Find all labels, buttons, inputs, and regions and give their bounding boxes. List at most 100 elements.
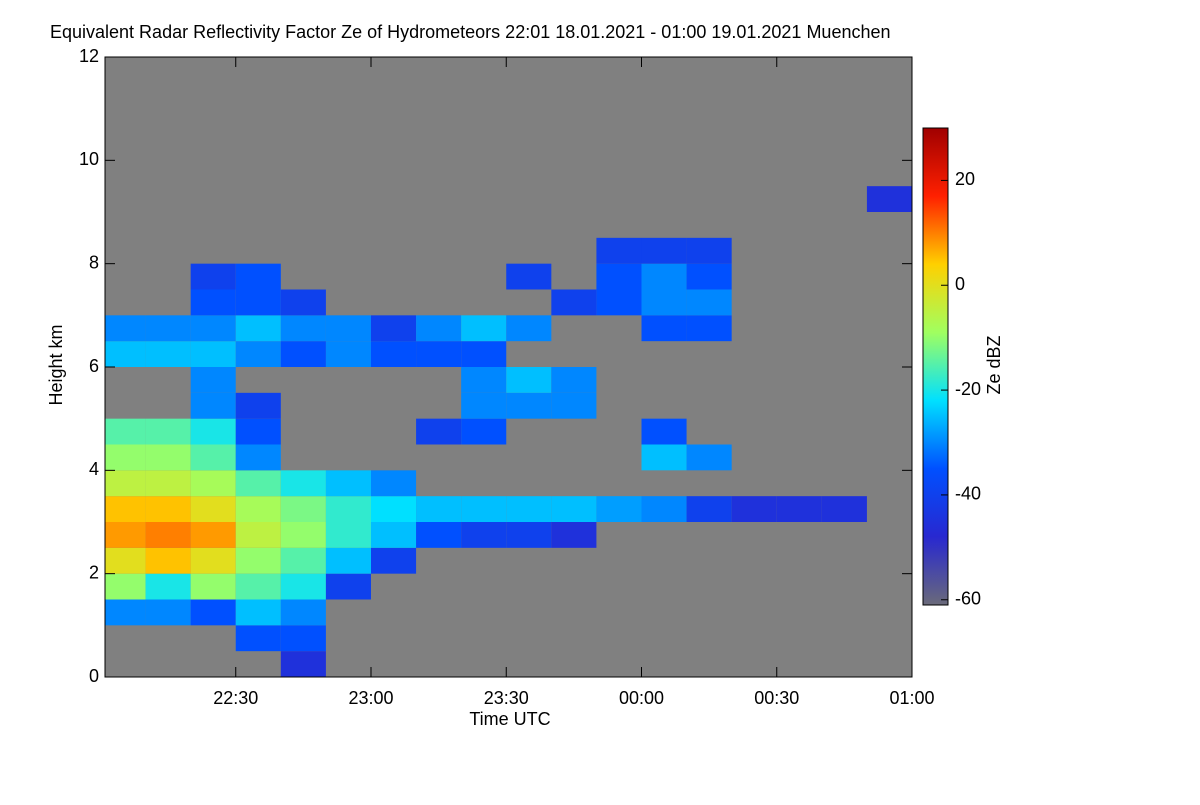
colorbar-tick-label: 20	[955, 169, 975, 189]
heatmap-cell	[461, 315, 507, 342]
x-tick-label: 00:00	[619, 688, 664, 708]
heatmap-cell	[641, 418, 687, 445]
heatmap-cell	[145, 496, 191, 522]
heatmap-cell	[235, 263, 281, 290]
y-tick-label: 2	[89, 562, 99, 582]
heatmap-cell	[551, 392, 597, 419]
heatmap-cell	[105, 496, 146, 522]
heatmap-cell	[145, 599, 191, 626]
heatmap-cell	[506, 263, 552, 290]
heatmap-cell	[641, 315, 687, 342]
y-tick-label: 10	[79, 149, 99, 169]
heatmap-cell	[145, 341, 191, 367]
heatmap-cell	[506, 522, 552, 548]
x-tick-label: 01:00	[889, 688, 934, 708]
heatmap-cell	[866, 186, 912, 212]
heatmap-cell	[235, 470, 281, 497]
heatmap-cell	[641, 289, 687, 316]
x-axis-label: Time UTC	[469, 709, 550, 729]
heatmap-cell	[641, 444, 687, 471]
heatmap-cell	[235, 547, 281, 574]
heatmap-cell	[461, 496, 507, 522]
heatmap-cell	[145, 470, 191, 497]
heatmap-cell	[416, 522, 462, 548]
heatmap-cell	[280, 496, 326, 522]
colorbar-tick-label: -60	[955, 589, 981, 609]
heatmap-cell	[370, 315, 417, 342]
heatmap-cell	[325, 315, 371, 342]
heatmap	[105, 186, 912, 677]
heatmap-cell	[370, 341, 417, 367]
colorbar-label: Ze dBZ	[984, 335, 1004, 394]
heatmap-cell	[325, 573, 371, 600]
heatmap-cell	[190, 496, 236, 522]
heatmap-cell	[145, 418, 191, 445]
heatmap-cell	[280, 651, 326, 677]
x-tick-label: 00:30	[754, 688, 799, 708]
heatmap-cell	[235, 496, 281, 522]
heatmap-cell	[416, 341, 462, 367]
heatmap-cell	[190, 341, 236, 367]
heatmap-cell	[145, 547, 191, 574]
heatmap-cell	[280, 522, 326, 548]
heatmap-cell	[686, 237, 732, 264]
heatmap-cell	[190, 599, 236, 626]
heatmap-cell	[461, 392, 507, 419]
heatmap-cell	[280, 470, 326, 497]
heatmap-cell	[235, 599, 281, 626]
heatmap-cell	[235, 522, 281, 548]
heatmap-cell	[190, 444, 236, 471]
heatmap-cell	[821, 496, 867, 522]
heatmap-cell	[461, 418, 507, 445]
heatmap-cell	[235, 418, 281, 445]
heatmap-cell	[596, 263, 642, 290]
heatmap-cell	[506, 392, 552, 419]
colorbar-tick-label: -40	[955, 484, 981, 504]
heatmap-cell	[506, 367, 552, 393]
heatmap-cell	[190, 263, 236, 290]
heatmap-cell	[551, 496, 597, 522]
heatmap-cell	[551, 367, 597, 393]
x-tick-label: 23:30	[484, 688, 529, 708]
heatmap-cell	[105, 341, 146, 367]
heatmap-cell	[280, 341, 326, 367]
heatmap-cell	[235, 392, 281, 419]
y-tick-label: 0	[89, 666, 99, 686]
heatmap-cell	[190, 289, 236, 316]
heatmap-cell	[235, 573, 281, 600]
heatmap-cell	[190, 315, 236, 342]
heatmap-cell	[370, 496, 417, 522]
heatmap-cell	[235, 289, 281, 316]
heatmap-cell	[105, 470, 146, 497]
heatmap-cell	[641, 496, 687, 522]
heatmap-cell	[461, 367, 507, 393]
heatmap-cell	[105, 418, 146, 445]
heatmap-cell	[190, 470, 236, 497]
heatmap-cell	[596, 289, 642, 316]
heatmap-cell	[280, 315, 326, 342]
heatmap-cell	[686, 444, 732, 471]
heatmap-cell	[686, 315, 732, 342]
heatmap-cell	[686, 496, 732, 522]
heatmap-cell	[370, 547, 417, 574]
heatmap-cell	[596, 496, 642, 522]
heatmap-cell	[280, 289, 326, 316]
heatmap-cell	[416, 315, 462, 342]
heatmap-cell	[280, 547, 326, 574]
heatmap-cell	[596, 237, 642, 264]
heatmap-cell	[145, 573, 191, 600]
heatmap-cell	[145, 522, 191, 548]
heatmap-cell	[325, 470, 371, 497]
heatmap-cell	[235, 625, 281, 652]
y-tick-label: 12	[79, 46, 99, 66]
chart-title: Equivalent Radar Reflectivity Factor Ze …	[50, 22, 891, 42]
heatmap-cell	[235, 444, 281, 471]
heatmap-cell	[370, 522, 417, 548]
heatmap-cell	[506, 496, 552, 522]
heatmap-cell	[776, 496, 822, 522]
heatmap-cell	[506, 315, 552, 342]
heatmap-cell	[190, 522, 236, 548]
heatmap-cell	[235, 315, 281, 342]
x-tick-label: 22:30	[213, 688, 258, 708]
